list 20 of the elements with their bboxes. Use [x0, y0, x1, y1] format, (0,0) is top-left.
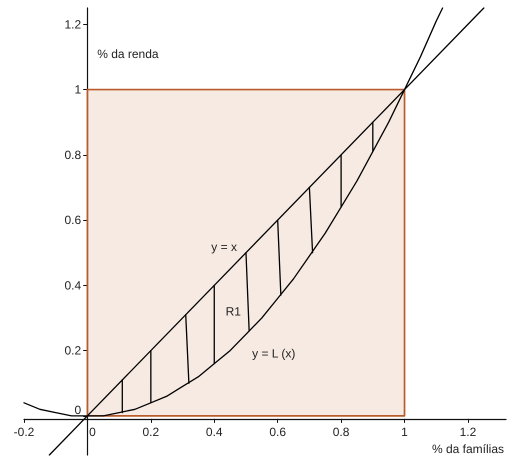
y-tick-label: 1 [74, 82, 82, 97]
series-label: y = x [211, 240, 237, 254]
y-tick-label: 0 [74, 402, 82, 417]
y-tick-label: 0.4 [64, 278, 82, 292]
y-axis-title: % da renda [97, 47, 159, 61]
x-tick-label: 0.4 [206, 424, 223, 439]
x-tick-label: -0.2 [14, 424, 35, 439]
x-tick-label: 0 [89, 424, 96, 439]
y-tick-label: 0.8 [64, 148, 82, 162]
x-tick-label: 0.8 [332, 424, 350, 439]
y-tick-label: 0.2 [64, 344, 82, 358]
x-tick-label: 1 [401, 424, 408, 439]
x-tick-label: 1.2 [460, 424, 477, 439]
series-label: y = L (x) [252, 346, 296, 361]
x-tick-label: 0.2 [142, 424, 160, 439]
x-axis-title: % da famílias [432, 442, 504, 456]
x-tick-label: 0.6 [269, 424, 286, 439]
y-tick-label: 1.2 [64, 17, 82, 32]
y-tick-label: 0.6 [64, 213, 82, 228]
series-label: R1 [226, 304, 242, 319]
